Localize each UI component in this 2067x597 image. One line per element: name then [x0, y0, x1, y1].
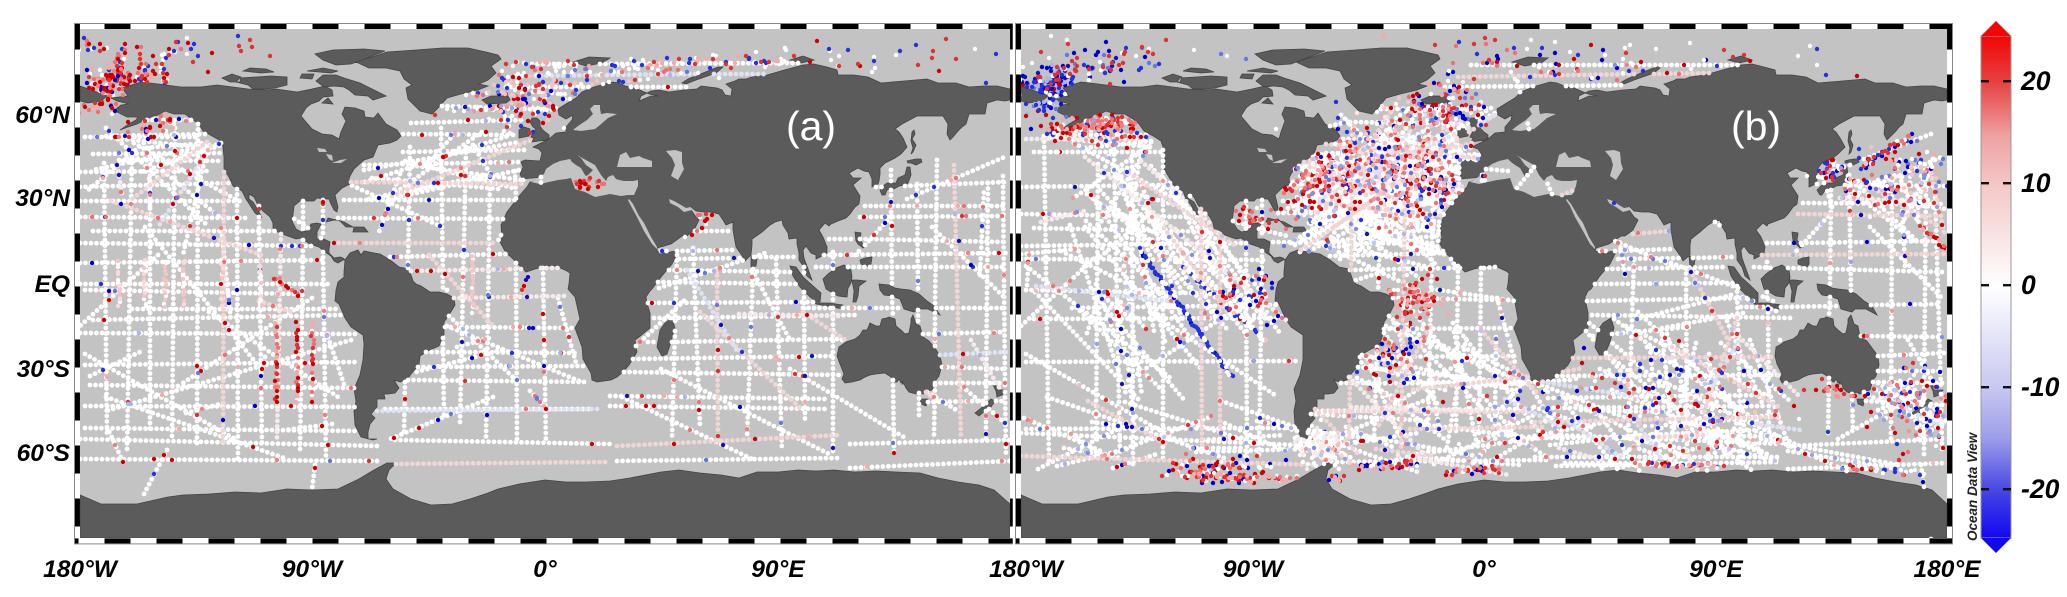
svg-text:180°E: 180°E [1913, 556, 1981, 583]
svg-text:Ocean Data View: Ocean Data View [1965, 431, 1980, 541]
svg-text:EQ: EQ [35, 271, 70, 298]
svg-text:(a): (a) [786, 103, 836, 149]
svg-text:60°N: 60°N [15, 102, 71, 129]
svg-text:90°E: 90°E [1689, 556, 1743, 583]
svg-text:90°W: 90°W [1223, 556, 1285, 583]
svg-text:0°: 0° [533, 556, 557, 583]
svg-text:90°E: 90°E [751, 556, 805, 583]
svg-text:180°W: 180°W [989, 556, 1065, 583]
svg-text:30°N: 30°N [15, 185, 71, 212]
svg-text:0°: 0° [1472, 556, 1496, 583]
svg-text:90°W: 90°W [282, 556, 344, 583]
svg-text:60°S: 60°S [17, 440, 71, 467]
svg-text:180°W: 180°W [43, 556, 119, 583]
svg-text:10: 10 [2021, 168, 2051, 198]
svg-text:-20: -20 [2021, 474, 2060, 504]
svg-text:-10: -10 [2021, 372, 2060, 402]
svg-text:30°S: 30°S [17, 356, 71, 383]
svg-text:20: 20 [2020, 66, 2051, 96]
svg-text:0: 0 [2021, 270, 2036, 300]
svg-text:(b): (b) [1731, 103, 1781, 149]
